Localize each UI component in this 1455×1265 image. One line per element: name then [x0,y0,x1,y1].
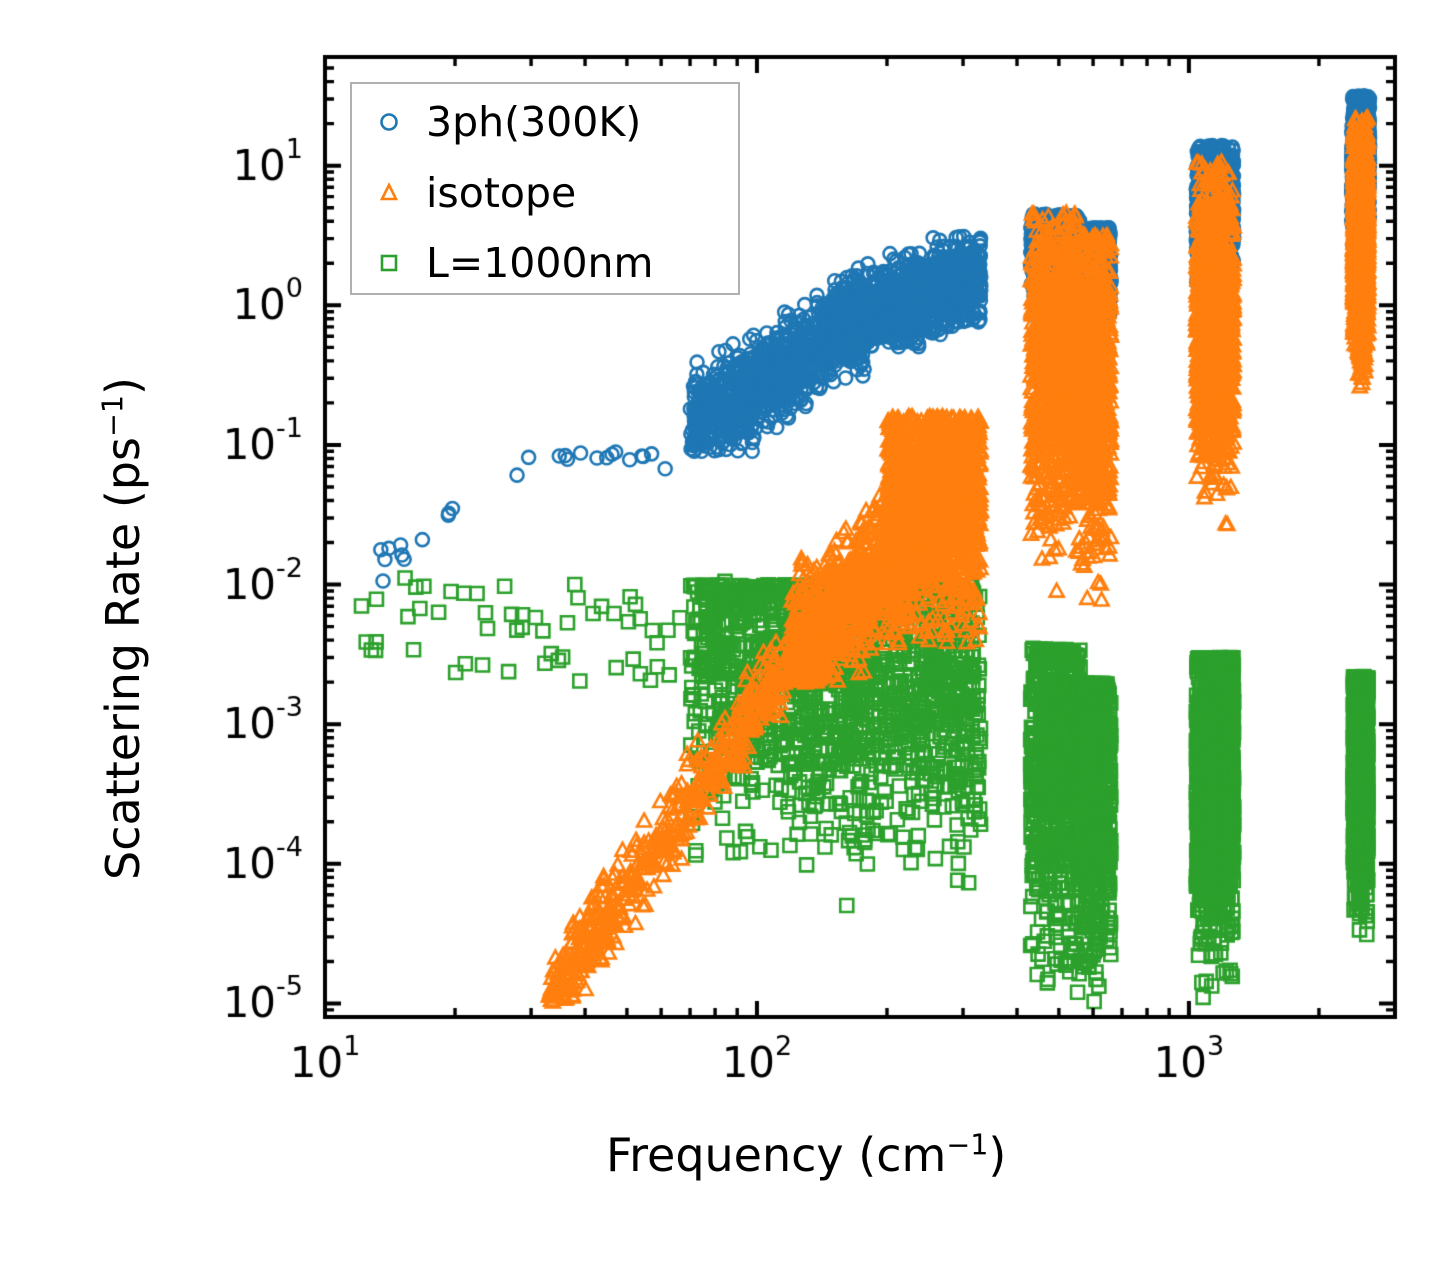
legend: 3ph(300K) isotope L=1000nm [350,82,740,295]
legend-entry-3ph: 3ph(300K) [352,86,738,157]
legend-label-boundary: L=1000nm [426,238,654,287]
legend-entry-isotope: isotope [352,157,738,228]
legend-label-isotope: isotope [426,168,577,217]
legend-label-3ph: 3ph(300K) [426,97,642,146]
triangle-open-marker [352,179,426,207]
square-open-marker [352,249,426,277]
legend-entry-boundary: L=1000nm [352,227,738,298]
circle-open-marker [352,108,426,136]
